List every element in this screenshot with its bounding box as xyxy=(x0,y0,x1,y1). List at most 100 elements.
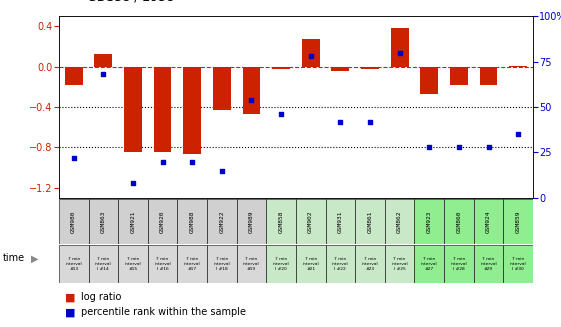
Point xyxy=(395,50,404,55)
Text: GSM922: GSM922 xyxy=(219,210,224,233)
Bar xyxy=(207,245,237,283)
Bar xyxy=(94,54,112,67)
Bar xyxy=(296,245,325,283)
Text: GSM859: GSM859 xyxy=(516,210,521,233)
Bar xyxy=(266,199,296,244)
Text: GSM980: GSM980 xyxy=(71,210,76,233)
Text: GSM931: GSM931 xyxy=(338,210,343,233)
Bar xyxy=(444,199,473,244)
Text: 7 min
interval
#29: 7 min interval #29 xyxy=(480,257,497,271)
Text: GSM989: GSM989 xyxy=(249,210,254,233)
Bar xyxy=(444,245,473,283)
Point xyxy=(247,97,256,102)
Bar xyxy=(480,67,498,85)
Text: 7 min
interval
l #18: 7 min interval l #18 xyxy=(214,257,230,271)
Text: ■: ■ xyxy=(65,307,75,317)
Point xyxy=(69,155,78,161)
Bar xyxy=(213,67,231,110)
Text: 7 min
interval
l #25: 7 min interval l #25 xyxy=(391,257,408,271)
Text: 7 min
interval
#27: 7 min interval #27 xyxy=(421,257,438,271)
Bar xyxy=(272,67,290,69)
Bar xyxy=(148,199,177,244)
Bar xyxy=(390,28,408,67)
Point xyxy=(454,145,463,150)
Bar xyxy=(503,199,533,244)
Text: GSM921: GSM921 xyxy=(131,210,135,233)
Point xyxy=(306,54,315,59)
Bar xyxy=(177,245,207,283)
Text: 7 min
interval
l #16: 7 min interval l #16 xyxy=(154,257,171,271)
Text: 7 min
interval
l #30: 7 min interval l #30 xyxy=(510,257,527,271)
Bar xyxy=(266,245,296,283)
Bar xyxy=(325,199,355,244)
Point xyxy=(514,132,523,137)
Bar xyxy=(118,199,148,244)
Text: GSM923: GSM923 xyxy=(427,210,432,233)
Bar xyxy=(59,199,89,244)
Text: 7 min
interval
l #14: 7 min interval l #14 xyxy=(95,257,112,271)
Bar xyxy=(355,245,385,283)
Text: time: time xyxy=(3,253,25,264)
Text: 7 min
interval
l #22: 7 min interval l #22 xyxy=(332,257,349,271)
Bar xyxy=(177,199,207,244)
Text: GDS38 / 2958: GDS38 / 2958 xyxy=(87,0,174,3)
Text: 7 min
interval
l #28: 7 min interval l #28 xyxy=(450,257,467,271)
Bar xyxy=(473,199,503,244)
Bar xyxy=(183,67,201,154)
Bar xyxy=(207,199,237,244)
Bar xyxy=(302,39,320,67)
Bar xyxy=(503,245,533,283)
Bar xyxy=(385,245,415,283)
Point xyxy=(366,119,375,124)
Point xyxy=(99,72,108,77)
Text: 7 min
interval
#13: 7 min interval #13 xyxy=(65,257,82,271)
Text: percentile rank within the sample: percentile rank within the sample xyxy=(81,307,246,317)
Text: 7 min
interval
#17: 7 min interval #17 xyxy=(184,257,201,271)
Text: GSM924: GSM924 xyxy=(486,210,491,233)
Bar xyxy=(118,245,148,283)
Point xyxy=(277,112,286,117)
Bar xyxy=(65,67,82,85)
Text: GSM863: GSM863 xyxy=(101,210,106,233)
Bar xyxy=(154,67,172,152)
Bar xyxy=(415,199,444,244)
Bar xyxy=(385,199,415,244)
Bar xyxy=(89,245,118,283)
Bar xyxy=(325,245,355,283)
Text: log ratio: log ratio xyxy=(81,292,122,302)
Point xyxy=(128,181,137,186)
Text: GSM862: GSM862 xyxy=(397,210,402,233)
Text: 7 min
interval
#23: 7 min interval #23 xyxy=(362,257,378,271)
Bar xyxy=(237,245,266,283)
Text: GSM988: GSM988 xyxy=(190,210,195,233)
Bar xyxy=(415,245,444,283)
Bar xyxy=(361,67,379,69)
Bar xyxy=(450,67,468,85)
Point xyxy=(484,145,493,150)
Text: ▶: ▶ xyxy=(31,253,38,264)
Bar xyxy=(242,67,260,114)
Text: 7 min
interval
#21: 7 min interval #21 xyxy=(302,257,319,271)
Text: 7 min
interval
#15: 7 min interval #15 xyxy=(125,257,141,271)
Bar xyxy=(89,199,118,244)
Text: GSM920: GSM920 xyxy=(160,210,165,233)
Point xyxy=(425,145,434,150)
Text: 7 min
interval
#19: 7 min interval #19 xyxy=(243,257,260,271)
Text: GSM858: GSM858 xyxy=(279,210,284,233)
Bar xyxy=(148,245,177,283)
Bar xyxy=(124,67,142,152)
Text: GSM902: GSM902 xyxy=(308,210,313,233)
Bar xyxy=(509,66,527,67)
Bar xyxy=(473,245,503,283)
Bar xyxy=(355,199,385,244)
Bar xyxy=(332,67,350,71)
Bar xyxy=(237,199,266,244)
Bar xyxy=(420,67,438,94)
Bar xyxy=(296,199,325,244)
Text: GSM860: GSM860 xyxy=(457,210,461,233)
Point xyxy=(217,168,226,173)
Point xyxy=(336,119,345,124)
Text: 7 min
interval
l #20: 7 min interval l #20 xyxy=(273,257,289,271)
Point xyxy=(188,159,197,164)
Bar xyxy=(59,245,89,283)
